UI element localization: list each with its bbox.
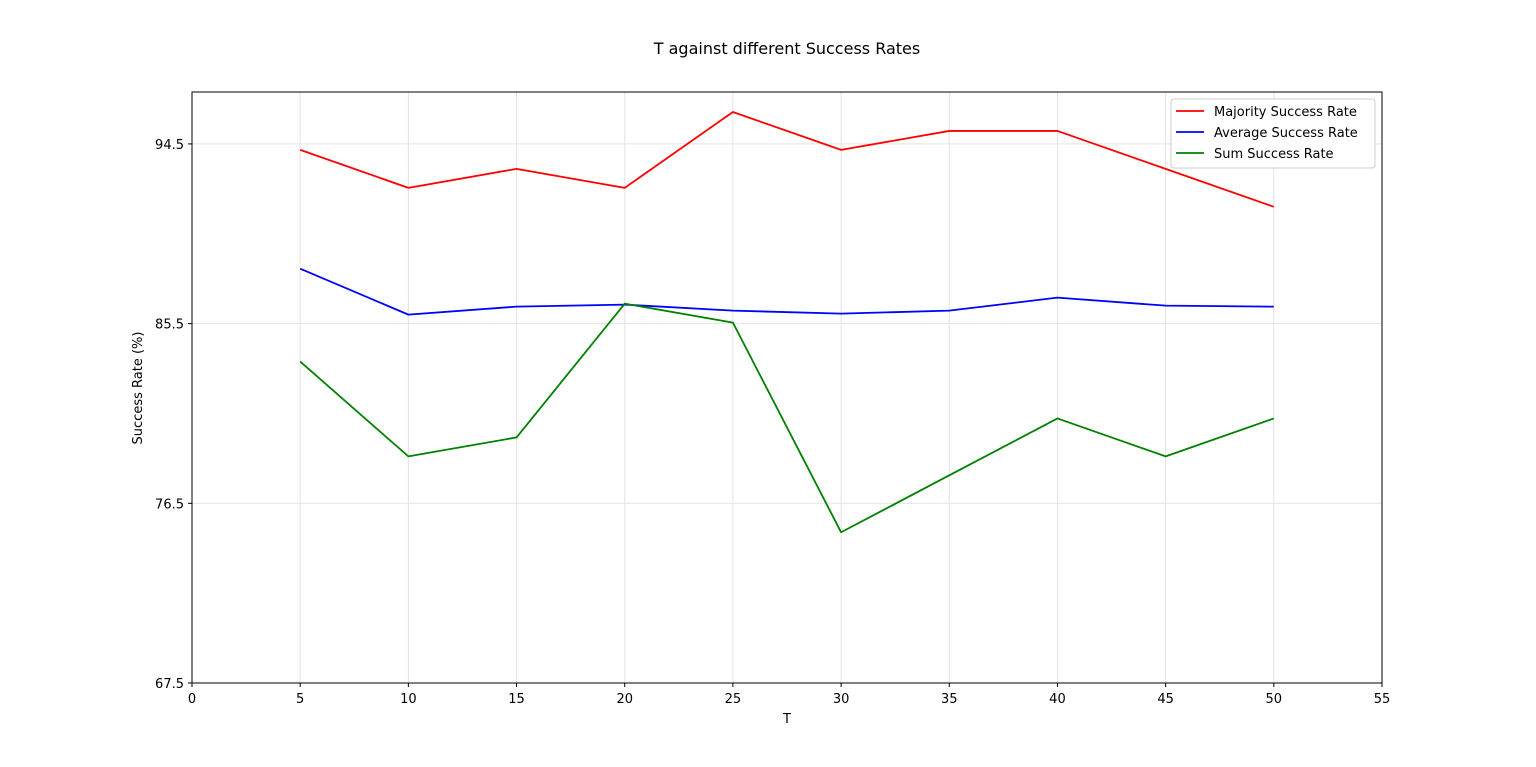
- data-point: [1164, 454, 1168, 458]
- axis-ticks: 0 5 10 15 20 25 30 35 40 45 50 55 67.5 76.5 85.5 94.5: [155, 138, 1390, 707]
- x-tick-label: 0: [188, 692, 196, 707]
- data-point: [1272, 305, 1276, 309]
- data-point: [298, 148, 302, 152]
- data-point: [515, 167, 519, 171]
- data-point: [406, 186, 410, 190]
- legend-label: Sum Success Rate: [1214, 147, 1334, 162]
- chart-title: T against different Success Rates: [653, 39, 920, 58]
- data-point: [623, 302, 627, 306]
- data-point: [947, 473, 951, 477]
- series-line-average-success-rate: [299, 267, 1274, 316]
- y-axis-label: Success Rate (%): [131, 332, 146, 445]
- data-point: [1272, 205, 1276, 209]
- x-tick-label: 25: [725, 692, 742, 707]
- y-tick-label: 85.5: [155, 318, 184, 333]
- legend: Majority Success Rate Average Success Rat…: [1170, 98, 1376, 169]
- plot-frame: [191, 91, 1383, 684]
- data-point: [731, 110, 735, 114]
- data-point: [406, 313, 410, 317]
- x-tick-label: 55: [1374, 692, 1391, 707]
- legend-box: [1170, 98, 1376, 169]
- data-point: [406, 454, 410, 458]
- y-tick-label: 67.5: [155, 677, 184, 692]
- data-point: [515, 435, 519, 439]
- series-lines: [298, 110, 1276, 534]
- series-line-majority-success-rate: [299, 111, 1275, 208]
- data-point: [731, 321, 735, 325]
- x-tick-label: 35: [941, 692, 958, 707]
- x-tick-label: 5: [296, 692, 304, 707]
- x-tick-label: 45: [1157, 692, 1174, 707]
- data-point: [947, 309, 951, 313]
- y-tick-label: 76.5: [155, 497, 184, 512]
- data-point: [1164, 304, 1168, 308]
- data-point: [515, 305, 519, 309]
- data-point: [839, 312, 843, 316]
- x-tick-label: 30: [833, 692, 850, 707]
- data-point: [1055, 296, 1059, 300]
- data-point: [298, 267, 302, 271]
- legend-label: Majority Success Rate: [1214, 105, 1357, 120]
- x-tick-label: 50: [1266, 692, 1283, 707]
- data-point: [298, 360, 302, 364]
- grid-lines: [192, 92, 1382, 683]
- x-tick-label: 40: [1049, 692, 1066, 707]
- data-point: [839, 530, 843, 534]
- data-point: [1272, 416, 1276, 420]
- data-point: [623, 186, 627, 190]
- y-tick-label: 94.5: [155, 138, 184, 153]
- legend-label: Average Success Rate: [1214, 126, 1358, 141]
- data-point: [839, 148, 843, 152]
- data-point: [1055, 129, 1059, 133]
- x-tick-label: 10: [400, 692, 417, 707]
- x-tick-label: 20: [616, 692, 633, 707]
- data-point: [1055, 416, 1059, 420]
- data-point: [947, 129, 951, 133]
- data-point: [1164, 167, 1168, 171]
- series-line-sum-success-rate: [299, 302, 1275, 534]
- data-point: [731, 309, 735, 313]
- x-tick-label: 15: [508, 692, 525, 707]
- x-axis-label: T: [782, 712, 791, 727]
